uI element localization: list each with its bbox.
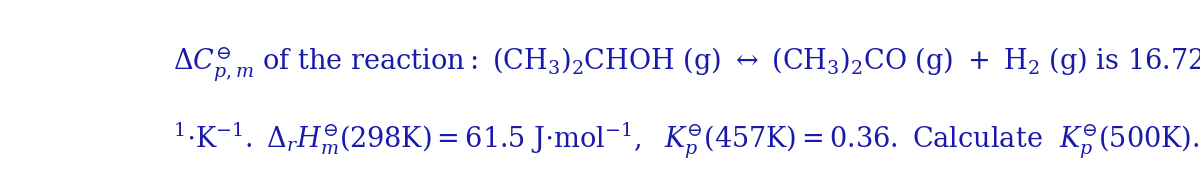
Text: $\mathrm{{}^1{\cdot}K^{-1}.\ }$$\Delta_r H_m^{\ominus}$$\mathrm{(298K)= 61.5\ J{: $\mathrm{{}^1{\cdot}K^{-1}.\ }$$\Delta_r… (173, 121, 1200, 162)
Text: $\Delta C_{p,m}^{\ominus}$$\mathrm{\ of\ the\ reaction:\ (CH_3)_2CHOH\ (g)\ \lef: $\Delta C_{p,m}^{\ominus}$$\mathrm{\ of\… (173, 45, 1200, 83)
